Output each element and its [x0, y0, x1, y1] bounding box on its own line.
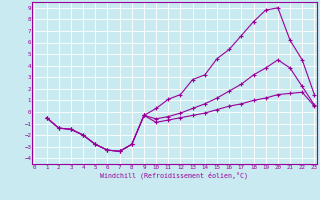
X-axis label: Windchill (Refroidissement éolien,°C): Windchill (Refroidissement éolien,°C) — [100, 171, 248, 179]
